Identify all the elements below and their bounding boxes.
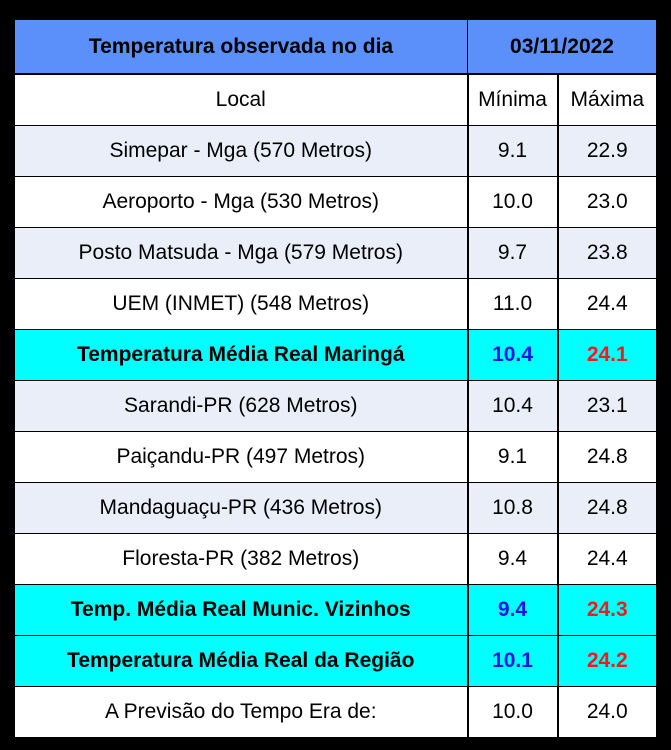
row-max: 24.1 [556,329,658,381]
row-local: Paiçandu-PR (497 Metros) [14,431,469,483]
row-max: 24.3 [556,584,658,636]
row-min: 9.1 [467,431,559,483]
row-min: 9.7 [467,227,559,279]
report-date: 03/11/2022 [466,19,658,75]
table-row: Simepar - Mga (570 Metros) 9.1 22.9 [14,125,658,177]
row-min: 10.0 [467,686,559,738]
report-title: Temperatura observada no dia [14,19,468,75]
row-min: 10.8 [467,482,559,534]
table-row: Paiçandu-PR (497 Metros) 9.1 24.8 [14,431,658,483]
row-min: 9.1 [467,125,559,177]
row-local: Temperatura Média Real Maringá [14,329,469,381]
row-max: 22.9 [556,125,658,177]
row-max: 24.4 [556,278,658,330]
table-header-row: Temperatura observada no dia 03/11/2022 [14,19,658,75]
row-local: Temp. Média Real Munic. Vizinhos [14,584,469,636]
table-row: UEM (INMET) (548 Metros) 11.0 24.4 [14,278,658,330]
row-max: 24.8 [556,482,658,534]
row-min: 10.4 [467,380,559,432]
row-max: 23.8 [556,227,658,279]
row-local: Simepar - Mga (570 Metros) [14,125,469,177]
row-min: 10.0 [467,176,559,228]
row-min: 9.4 [467,584,559,636]
temperature-table: Temperatura observada no dia 03/11/2022 … [14,19,658,738]
row-max: 23.1 [556,380,658,432]
row-local: Aeroporto - Mga (530 Metros) [14,176,469,228]
column-header-max: Máxima [556,73,658,126]
temperature-report: Temperatura observada no dia 03/11/2022 … [14,19,658,738]
average-row-region: Temperatura Média Real da Região 10.1 24… [14,635,658,687]
row-max: 24.0 [556,686,658,738]
table-row: Posto Matsuda - Mga (579 Metros) 9.7 23.… [14,227,658,279]
row-min: 10.4 [467,329,559,381]
column-header-min: Mínima [467,73,559,126]
average-row-maringa: Temperatura Média Real Maringá 10.4 24.1 [14,329,658,381]
row-local: A Previsão do Tempo Era de: [14,686,469,738]
table-row: Mandaguaçu-PR (436 Metros) 10.8 24.8 [14,482,658,534]
row-local: UEM (INMET) (548 Metros) [14,278,469,330]
row-max: 24.4 [556,533,658,585]
table-row: Aeroporto - Mga (530 Metros) 10.0 23.0 [14,176,658,228]
column-header-row: Local Mínima Máxima [14,73,658,126]
row-max: 23.0 [556,176,658,228]
average-row-neighbors: Temp. Média Real Munic. Vizinhos 9.4 24.… [14,584,658,636]
row-local: Temperatura Média Real da Região [14,635,469,687]
row-local: Sarandi-PR (628 Metros) [14,380,469,432]
row-max: 24.8 [556,431,658,483]
row-max: 24.2 [556,635,658,687]
row-min: 10.1 [467,635,559,687]
row-min: 9.4 [467,533,559,585]
row-local: Floresta-PR (382 Metros) [14,533,469,585]
forecast-row: A Previsão do Tempo Era de: 10.0 24.0 [14,686,658,738]
row-min: 11.0 [467,278,559,330]
table-row: Sarandi-PR (628 Metros) 10.4 23.1 [14,380,658,432]
column-header-local: Local [14,73,469,126]
row-local: Posto Matsuda - Mga (579 Metros) [14,227,469,279]
table-row: Floresta-PR (382 Metros) 9.4 24.4 [14,533,658,585]
row-local: Mandaguaçu-PR (436 Metros) [14,482,469,534]
